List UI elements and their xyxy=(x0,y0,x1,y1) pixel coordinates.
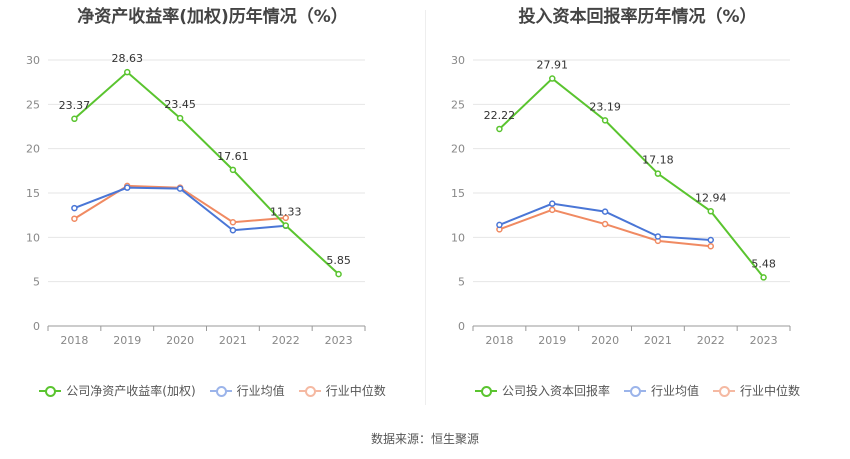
series-line xyxy=(498,77,765,279)
legend-label: 行业中位数 xyxy=(325,384,386,398)
legend-item-mean[interactable]: 行业均值 xyxy=(623,382,699,399)
y-tick-label: 5 xyxy=(458,276,465,289)
legend-label: 行业均值 xyxy=(650,384,699,398)
x-tick-label: 2023 xyxy=(325,334,353,347)
legend-marker-orange-icon xyxy=(713,385,735,397)
legend-item-median[interactable]: 行业中位数 xyxy=(298,382,386,399)
legend-marker-blue-icon xyxy=(623,385,646,397)
data-point xyxy=(71,215,78,222)
data-point xyxy=(496,221,503,229)
y-tick-label: 25 xyxy=(26,98,40,111)
data-source-note: 数据来源：恒生聚源 xyxy=(370,432,479,446)
data-label: 5.48 xyxy=(751,257,776,270)
data-label: 11.33 xyxy=(270,206,302,219)
y-tick-label: 30 xyxy=(26,54,40,67)
data-label: 27.91 xyxy=(537,59,569,72)
data-point xyxy=(707,236,714,244)
roe-line-chart: 0 5 10 15 20 25 30 2018 2019 2020 2021 2022 2023 23.3… xyxy=(26,52,366,347)
data-label: 23.37 xyxy=(59,99,91,112)
chart-title: 投入资本回报率历年情况（%） xyxy=(518,7,757,27)
chart-title: 净资产收益率(加权)历年情况（%） xyxy=(77,7,348,27)
data-point xyxy=(760,274,767,281)
data-point xyxy=(229,226,237,234)
legend-marker-green-icon xyxy=(474,385,497,397)
data-point xyxy=(124,68,131,76)
data-point xyxy=(707,208,714,215)
data-label: 12.94 xyxy=(695,191,727,204)
legend-marker-blue-icon xyxy=(209,385,232,397)
y-tick-label: 0 xyxy=(458,320,465,333)
panel-divider xyxy=(425,10,426,405)
data-point xyxy=(549,75,556,82)
data-point xyxy=(601,117,609,124)
y-tick-label: 30 xyxy=(451,54,465,67)
x-tick-label: 2022 xyxy=(272,334,300,347)
y-tick-label: 15 xyxy=(451,187,465,200)
legend-label: 行业均值 xyxy=(236,384,285,398)
y-tick-label: 20 xyxy=(26,143,40,156)
legend-marker-green-icon xyxy=(39,385,62,397)
data-point xyxy=(496,125,503,133)
y-tick-label: 25 xyxy=(451,98,465,111)
legend-item-company[interactable]: 公司净资产收益率(加权) xyxy=(39,382,196,399)
y-tick-label: 0 xyxy=(33,320,40,333)
data-point xyxy=(71,115,78,123)
x-tick-label: 2020 xyxy=(166,334,194,347)
data-point xyxy=(282,222,289,229)
series-line xyxy=(499,208,711,248)
data-point xyxy=(601,220,609,228)
data-point xyxy=(229,219,237,226)
y-tick-label: 5 xyxy=(33,276,40,289)
data-point xyxy=(654,170,662,177)
x-tick-label: 2021 xyxy=(644,334,672,347)
data-point xyxy=(124,184,131,191)
right-chart-panel: 投入资本回报率历年情况（%） 0 5 10 15 20 25 30 2018 2019 2020 2… xyxy=(425,0,850,410)
legend-marker-orange-icon xyxy=(298,385,321,397)
data-point xyxy=(176,185,184,192)
roic-line-chart: 0 5 10 15 20 25 30 2018 2019 2020 2021 2022 2023 22.2… xyxy=(451,54,791,347)
data-label: 28.63 xyxy=(112,52,144,65)
data-point xyxy=(601,208,609,215)
y-tick-label: 15 xyxy=(26,187,40,200)
legend-item-median[interactable]: 行业中位数 xyxy=(713,382,800,399)
data-label: 23.45 xyxy=(164,98,196,111)
chart-legend: 公司净资产收益率(加权) 行业均值 行业中位数 xyxy=(0,382,425,399)
data-point xyxy=(229,166,237,174)
x-tick-label: 2023 xyxy=(750,334,778,347)
data-point xyxy=(71,204,78,212)
y-tick-label: 20 xyxy=(451,143,465,156)
x-tick-label: 2020 xyxy=(591,334,619,347)
legend-item-company[interactable]: 公司投入资本回报率 xyxy=(474,382,610,399)
legend-label: 行业中位数 xyxy=(740,384,801,398)
data-label: 22.22 xyxy=(484,109,516,122)
series-line xyxy=(73,70,340,275)
legend-label: 公司投入资本回报率 xyxy=(501,384,610,398)
y-tick-label: 10 xyxy=(26,231,40,244)
x-tick-label: 2019 xyxy=(113,334,141,347)
x-tick-label: 2018 xyxy=(60,334,88,347)
x-tick-label: 2022 xyxy=(697,334,725,347)
x-tick-label: 2019 xyxy=(538,334,566,347)
series-line xyxy=(74,186,286,232)
x-tick-label: 2018 xyxy=(485,334,513,347)
data-point xyxy=(549,206,556,214)
data-label: 17.61 xyxy=(217,150,249,163)
legend-item-mean[interactable]: 行业均值 xyxy=(209,382,285,399)
chart-legend: 公司投入资本回报率 行业均值 行业中位数 xyxy=(425,382,850,399)
data-label: 5.85 xyxy=(326,254,351,267)
data-point xyxy=(176,114,184,122)
data-point xyxy=(549,200,556,207)
data-point xyxy=(707,242,714,250)
legend-label: 公司净资产收益率(加权) xyxy=(66,384,196,398)
data-point xyxy=(282,214,289,222)
data-point xyxy=(654,233,662,240)
x-tick-label: 2021 xyxy=(219,334,247,347)
left-chart-panel: 净资产收益率(加权)历年情况（%） 0 5 10 15 20 25 30 2018 2019 20… xyxy=(0,0,425,410)
data-point xyxy=(335,270,342,278)
data-label: 17.18 xyxy=(642,154,674,167)
y-tick-label: 10 xyxy=(451,231,465,244)
data-label: 23.19 xyxy=(589,100,621,113)
